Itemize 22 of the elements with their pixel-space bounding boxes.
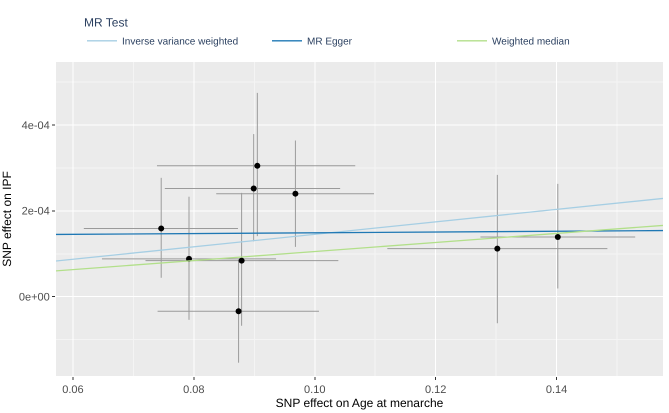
point [236,308,242,314]
x-axis-title: SNP effect on Age at menarche [276,396,444,410]
point [554,234,561,240]
point [238,258,245,264]
x-tick-label: 0.06 [62,384,84,396]
legend-label: Inverse variance weighted [122,36,238,48]
legend-label: MR Egger [307,36,353,48]
x-tick-label: 0.12 [424,384,446,396]
point [494,246,500,252]
x-tick-label: 0.14 [546,384,568,396]
point [250,186,257,192]
x-tick-label: 0.10 [304,384,326,396]
y-tick-label: 2e-04 [22,206,50,218]
y-tick-label: 0e+00 [18,291,50,304]
point [292,190,298,197]
y-axis-title: SNP effect on IPF [0,171,14,267]
point [254,162,260,169]
legend-label: Weighted median [492,36,570,48]
y-tick-label: 4e-04 [22,120,50,132]
x-tick-label: 0.08 [183,384,205,396]
legend-title: MR Test [84,15,128,30]
point [158,225,164,232]
